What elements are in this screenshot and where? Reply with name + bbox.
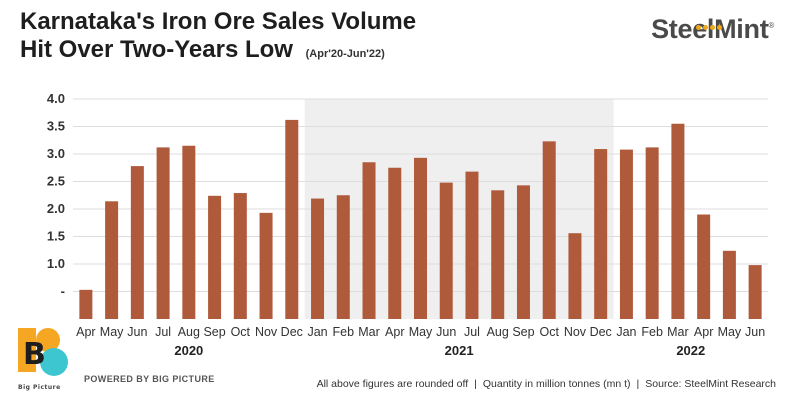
powered-by-text: POWERED BY BIG PICTURE [84,374,215,384]
x-tick-label: Apr [76,325,95,339]
x-tick-label: Nov [564,325,587,339]
x-tick-label: Sep [203,325,225,339]
x-tick-label: Jul [155,325,171,339]
x-tick-label: Jul [464,325,480,339]
bar [130,166,144,319]
y-tick-label: - [61,284,65,299]
bar [722,250,736,319]
bar [491,190,505,319]
x-tick-label: Dec [281,325,303,339]
big-picture-mark: B [23,337,46,372]
bar [465,171,479,319]
bar [568,233,582,319]
x-tick-label: May [718,325,742,339]
logo-dots-icon [696,6,736,30]
bar [362,162,376,319]
x-tick-label: Oct [231,325,251,339]
big-picture-name: Big Picture [18,384,61,391]
x-tick-label: Oct [539,325,559,339]
x-tick-label: Jun [745,325,765,339]
x-tick-label: Aug [487,325,509,339]
x-tick-label: Jun [127,325,147,339]
x-tick-label: Nov [255,325,278,339]
bar [594,149,608,319]
bar [285,119,299,320]
bar [336,195,350,319]
steelmint-logo-text: SteelMint [651,14,769,44]
y-tick-label: 2.5 [47,174,65,189]
bar [748,265,762,319]
x-tick-label: Mar [358,325,380,339]
x-tick-label: Feb [641,325,663,339]
bar [619,149,633,319]
y-tick-label: 1.0 [47,256,65,271]
x-tick-label: Jan [307,325,327,339]
x-tick-label: Dec [590,325,612,339]
footnote-quantity: Quantity in million tonnes (mn t) [482,378,631,390]
x-tick-label: May [409,325,433,339]
bar [697,214,711,319]
year-label: 2021 [445,343,474,358]
bar [79,289,93,319]
bar [388,167,402,319]
x-tick-label: Mar [667,325,689,339]
bar [414,157,427,319]
bar [671,123,685,319]
x-tick-label: Sep [512,325,534,339]
bar [645,147,659,319]
bar [208,195,222,319]
bar-chart: 4.03.53.02.52.01.51.0-Apr May Jun Jul Aug Sep… [47,91,768,358]
x-tick-label: Jan [616,325,636,339]
x-tick-label: Aug [178,325,200,339]
y-tick-label: 2.0 [47,201,65,216]
footnote-rounded: All above figures are rounded off [316,378,469,390]
chart-subtitle: (Apr'20-Jun'22) [305,48,385,60]
bar [542,141,556,319]
title-line-1: Karnataka's Iron Ore Sales Volume [20,8,417,35]
y-tick-label: 4.0 [47,91,65,106]
bar [156,147,170,319]
footnote: All above figures are rounded off | Quanti… [317,378,776,390]
bar [259,212,273,319]
bar [105,201,119,319]
x-tick-label: May [100,325,124,339]
y-tick-label: 3.0 [47,146,65,161]
big-picture-logo-icon: B [18,328,68,376]
steelmint-logo: SteelMint® [651,14,774,45]
bar [182,145,196,319]
bar [233,193,247,319]
x-tick-label: Jun [436,325,456,339]
bar [439,182,453,319]
x-tick-label: Apr [385,325,404,339]
year-label: 2022 [676,343,705,358]
y-tick-label: 1.5 [47,229,65,244]
x-tick-label: Feb [333,325,355,339]
title-line-2: Hit Over Two-Years Low [20,36,293,63]
chart-title: Karnataka's Iron Ore Sales Volume Hit Ov… [20,8,416,68]
registered-mark: ® [768,21,774,30]
footnote-separator: | [474,378,477,390]
y-tick-label: 3.5 [47,119,65,134]
year-label: 2020 [174,343,203,358]
bar [311,198,325,319]
footnote-source: Source: SteelMint Research [645,378,776,390]
footnote-separator: | [636,378,640,390]
bar [516,185,530,319]
x-tick-label: Apr [694,325,713,339]
